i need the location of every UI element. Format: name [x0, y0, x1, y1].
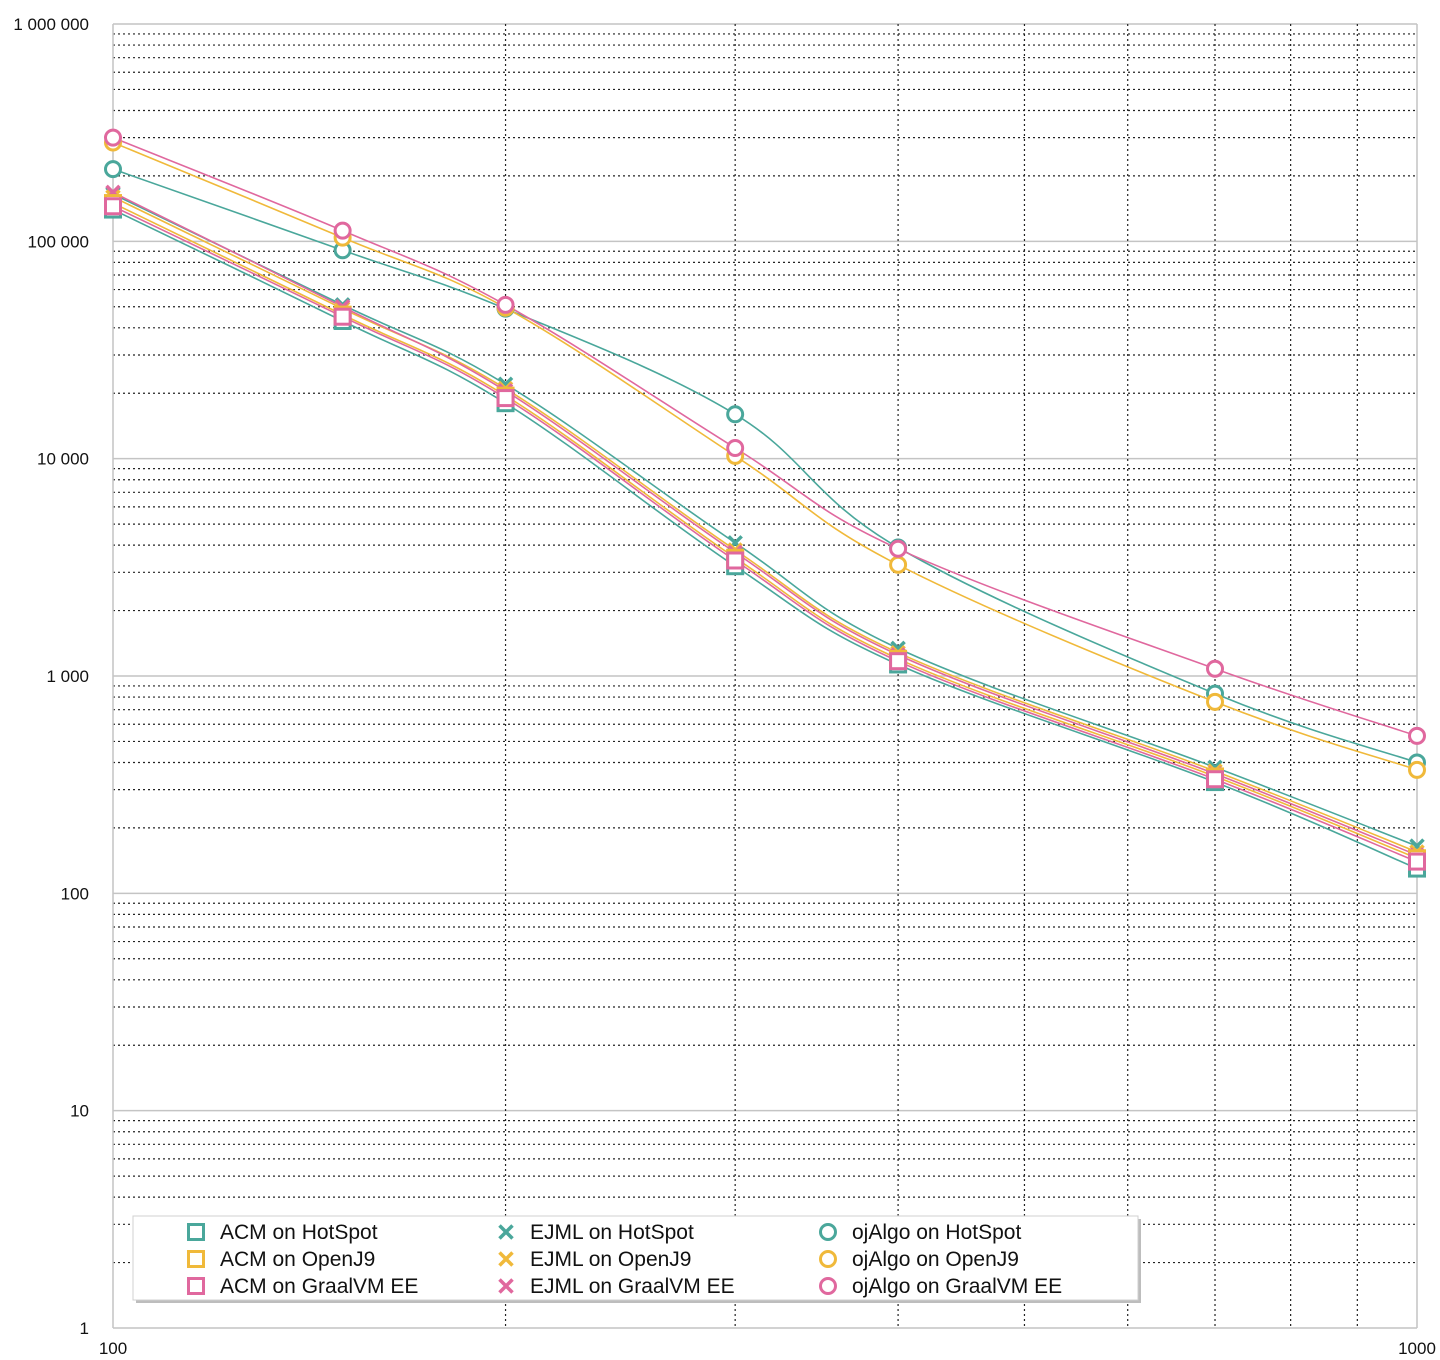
legend-label: EJML on OpenJ9 — [530, 1248, 691, 1271]
legend-marker-circle — [819, 1277, 837, 1295]
x-tick-label: 100 — [99, 1339, 127, 1358]
data-point-acm-on-graalvm-ee — [889, 652, 908, 671]
data-point-ojalgo-on-openj9 — [889, 555, 908, 574]
data-point-ojalgo-on-graalvm-ee — [104, 128, 122, 147]
data-point-ojalgo-on-hotspot — [726, 405, 745, 424]
legend-box — [132, 1215, 1139, 1301]
marker-x-stroke — [498, 1278, 514, 1294]
data-point-ojalgo-on-graalvm-ee — [726, 438, 745, 457]
data-point-ojalgo-on-hotspot — [104, 160, 122, 179]
y-tick-label: 100 — [61, 884, 89, 903]
grid-lines — [112, 23, 1418, 1329]
marker-x-stroke — [498, 1251, 514, 1267]
y-tick-label: 100 000 — [28, 232, 89, 251]
series-line-ojalgo-on-graalvm-ee — [112, 136, 1418, 737]
legend-marker-square — [187, 1250, 205, 1268]
legend-item: ojAlgo on OpenJ9 — [819, 1248, 1019, 1271]
data-point-ojalgo-on-graalvm-ee — [1206, 659, 1225, 678]
legend-item: ojAlgo on GraalVM EE — [819, 1275, 1062, 1298]
legend-item: ACM on GraalVM EE — [187, 1275, 418, 1298]
data-point-acm-on-graalvm-ee — [496, 389, 515, 408]
legend-marker-x — [498, 1224, 514, 1240]
legend-item: ACM on OpenJ9 — [187, 1248, 375, 1271]
data-point-ojalgo-on-graalvm-ee — [496, 295, 515, 314]
legend-marker-square — [187, 1277, 205, 1295]
data-point-ojalgo-on-openj9 — [1408, 760, 1426, 779]
legend-item: ACM on HotSpot — [187, 1221, 378, 1244]
legend-label: ojAlgo on OpenJ9 — [852, 1248, 1019, 1271]
legend-marker-circle — [819, 1250, 837, 1268]
legend-label: ACM on OpenJ9 — [220, 1248, 375, 1271]
legend-label: EJML on HotSpot — [530, 1221, 694, 1244]
legend-item: ojAlgo on HotSpot — [819, 1221, 1021, 1244]
series-line-acm-on-openj9 — [112, 202, 1418, 860]
legend-item: EJML on GraalVM EE — [498, 1275, 735, 1298]
legend: ACM on HotSpot ACM on OpenJ9 ACM on GraalV… — [132, 1215, 1141, 1303]
legend-label: ojAlgo on GraalVM EE — [852, 1275, 1062, 1298]
legend-marker-x — [498, 1278, 514, 1294]
legend-marker-square — [187, 1223, 205, 1241]
legend-label: ojAlgo on HotSpot — [852, 1221, 1021, 1244]
legend-item: EJML on HotSpot — [498, 1221, 694, 1244]
data-point-acm-on-graalvm-ee — [104, 197, 122, 216]
marker-x-stroke — [498, 1224, 514, 1240]
y-tick-label: 1 000 000 — [13, 15, 89, 34]
y-tick-label: 1 — [80, 1319, 89, 1338]
legend-label: ACM on HotSpot — [220, 1221, 378, 1244]
x-tick-label: 1000 — [1398, 1339, 1436, 1358]
data-point-acm-on-graalvm-ee — [726, 551, 745, 570]
data-point-acm-on-graalvm-ee — [333, 307, 352, 326]
y-tick-label: 10 — [70, 1102, 89, 1121]
legend-label: ACM on GraalVM EE — [220, 1275, 418, 1298]
legend-label: EJML on GraalVM EE — [530, 1275, 735, 1298]
y-axis-tick-labels: 1 10 100 1 000 10 000 100 000 1 000 000 — [13, 15, 89, 1338]
data-point-ojalgo-on-graalvm-ee — [333, 221, 352, 240]
legend-marker-circle — [819, 1223, 837, 1241]
data-point-ojalgo-on-graalvm-ee — [889, 539, 908, 558]
data-point-acm-on-graalvm-ee — [1206, 770, 1225, 789]
series-markers — [104, 128, 1426, 878]
data-point-ojalgo-on-graalvm-ee — [1408, 726, 1426, 745]
x-axis-tick-labels: 100 1000 — [99, 1339, 1436, 1358]
series-lines — [112, 136, 1418, 870]
legend-marker-x — [498, 1251, 514, 1267]
legend-item: EJML on OpenJ9 — [498, 1248, 691, 1271]
data-point-ojalgo-on-openj9 — [1206, 692, 1225, 711]
data-point-acm-on-graalvm-ee — [1408, 852, 1426, 871]
y-tick-label: 1 000 — [46, 667, 89, 686]
y-tick-label: 10 000 — [37, 450, 89, 469]
